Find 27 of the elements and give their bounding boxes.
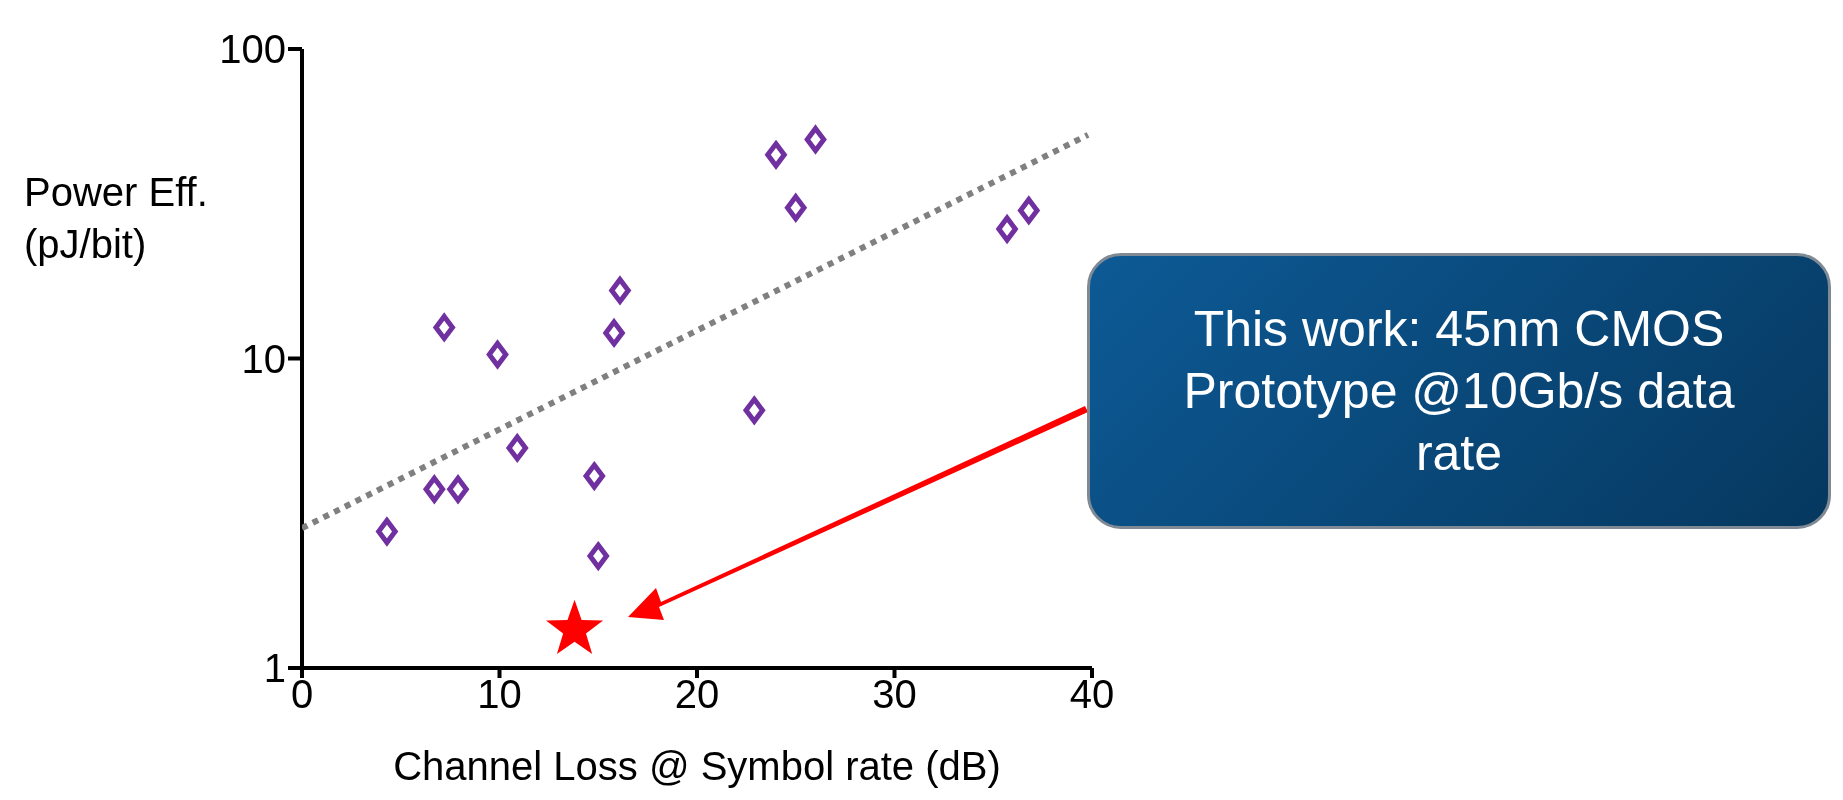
y-tick-label: 1: [263, 646, 286, 691]
y-tick-label: 10: [241, 336, 286, 381]
x-tick-label: 0: [290, 672, 314, 717]
point: [583, 462, 606, 490]
point: [603, 319, 625, 347]
point: [486, 341, 509, 369]
point: [785, 194, 807, 222]
x-tick-label: 20: [674, 672, 720, 717]
point: [433, 313, 455, 341]
x-tick-label: 10: [477, 672, 522, 717]
y-tick-label: 100: [219, 27, 286, 72]
point: [995, 213, 1019, 245]
y-axis-title: Power Eff. (pJ/bit): [24, 169, 209, 268]
point: [804, 126, 827, 154]
x-axis-title: Channel Loss @ Symbol rate (dB): [393, 744, 1001, 788]
point: [506, 434, 529, 462]
point: [765, 141, 787, 169]
point: [587, 542, 609, 570]
x-tick-label: 30: [872, 672, 917, 717]
point: [743, 396, 766, 424]
point: [447, 475, 469, 503]
point: [609, 276, 631, 304]
point: [1018, 196, 1040, 224]
text: This work: 45nm CMOS Prototype @10Gb/s data rate: [1182, 300, 1736, 483]
point: [423, 475, 446, 503]
point: [376, 518, 398, 546]
x-tick-label: 40: [1069, 672, 1115, 717]
